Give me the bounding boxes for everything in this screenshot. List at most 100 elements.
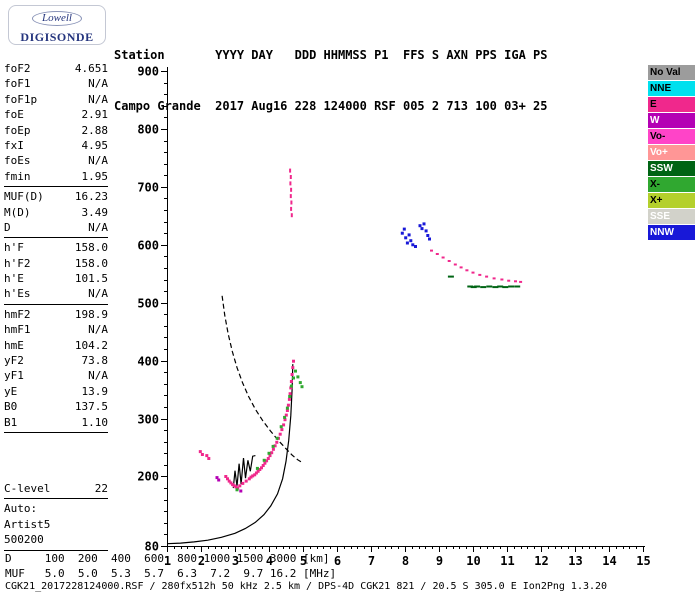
param-value: 137.5 bbox=[74, 400, 108, 414]
param-row: h'F 158.0 bbox=[4, 240, 108, 255]
param-row: MUF(D) 16.23 bbox=[4, 189, 108, 204]
param-value: 158.0 bbox=[74, 256, 108, 270]
param-label: M(D) bbox=[4, 205, 31, 219]
x-tick-label: 3 bbox=[232, 554, 239, 568]
param-value: 73.8 bbox=[81, 354, 109, 368]
station-header: Station YYYY DAY DDD HHMMSS P1 FFS S AXN… bbox=[114, 13, 547, 132]
param-label: hmE bbox=[4, 338, 24, 352]
legend-item-x-: X- bbox=[648, 177, 695, 192]
x-tick-label: 5 bbox=[300, 554, 307, 568]
param-row: foEp 2.88 bbox=[4, 123, 108, 138]
x-tick-label: 7 bbox=[368, 554, 375, 568]
param-row: fmin 1.95 bbox=[4, 169, 108, 184]
param-row: h'Es N/A bbox=[4, 286, 108, 301]
param-row: 500200 bbox=[4, 532, 108, 547]
y-tick-label: 200 bbox=[137, 470, 159, 484]
param-value: 101.5 bbox=[74, 272, 108, 286]
param-label: C-level bbox=[4, 481, 51, 495]
logo-lowell-text: Lowell bbox=[32, 11, 82, 26]
param-value: 104.2 bbox=[74, 338, 108, 352]
legend-item-x-: X+ bbox=[648, 193, 695, 208]
panel-divider bbox=[4, 303, 108, 305]
y-tick-label: 600 bbox=[137, 239, 159, 253]
param-label: D bbox=[4, 220, 11, 234]
curve-muf-transmission-curve bbox=[221, 295, 302, 463]
param-row: foF2 4.651 bbox=[4, 61, 108, 76]
param-row: yE 13.9 bbox=[4, 384, 108, 399]
param-label: foE bbox=[4, 108, 24, 122]
param-value: 1.10 bbox=[81, 415, 109, 429]
param-label: foEs bbox=[4, 154, 31, 168]
param-row: hmF2 198.9 bbox=[4, 307, 108, 322]
param-value: 3.49 bbox=[81, 205, 109, 219]
param-label: foF1p bbox=[4, 92, 38, 106]
legend-item-w: W bbox=[648, 113, 695, 128]
param-value: 22 bbox=[94, 481, 108, 495]
param-row: Artist5 bbox=[4, 517, 108, 532]
series-second-hop-nnw bbox=[400, 222, 431, 248]
param-label: h'F2 bbox=[4, 256, 31, 270]
series-w-echoes bbox=[215, 476, 243, 493]
param-value: 2.88 bbox=[81, 123, 109, 137]
param-value: N/A bbox=[88, 323, 108, 337]
param-label: yE bbox=[4, 384, 18, 398]
param-value: N/A bbox=[88, 287, 108, 301]
param-value: N/A bbox=[88, 220, 108, 234]
y-tick-label: 900 bbox=[137, 65, 159, 79]
param-value: 4.95 bbox=[81, 138, 109, 152]
plot-axes bbox=[167, 67, 645, 547]
param-row: foE 2.91 bbox=[4, 107, 108, 122]
series-e-region-trace bbox=[198, 450, 248, 490]
y-tick-label: 500 bbox=[137, 297, 159, 311]
param-row: Auto: bbox=[4, 501, 108, 516]
header-field-names: Station YYYY DAY DDD HHMMSS P1 FFS S AXN… bbox=[114, 48, 548, 62]
x-tick-label: 11 bbox=[500, 554, 514, 568]
param-value: N/A bbox=[88, 369, 108, 383]
series-f-spread-vertical bbox=[289, 168, 293, 218]
series-f-trace-o bbox=[247, 359, 295, 481]
curve-h-trace-zigzag bbox=[232, 455, 256, 489]
param-row: h'F2 158.0 bbox=[4, 256, 108, 271]
param-label: Artist5 bbox=[4, 517, 51, 531]
param-row: yF1 N/A bbox=[4, 368, 108, 383]
parameter-panel: foF2 4.651 foF1 N/A foF1p N/A foE 2.91 foEp 2.88 f… bbox=[4, 61, 108, 553]
dmuf-table: D 100 200 400 600 800 1000 1500 3000 [km… bbox=[5, 551, 336, 581]
param-value: 13.9 bbox=[81, 384, 109, 398]
param-value: 198.9 bbox=[74, 307, 108, 321]
param-value: 16.23 bbox=[74, 190, 108, 204]
param-row: D N/A bbox=[4, 220, 108, 235]
param-label: B1 bbox=[4, 415, 18, 429]
x-tick-label: 10 bbox=[466, 554, 480, 568]
param-value: 1.95 bbox=[81, 169, 109, 183]
logo-digisonde-text: DIGISONDE bbox=[20, 30, 94, 44]
param-row: M(D) 3.49 bbox=[4, 205, 108, 220]
param-value: 4.651 bbox=[74, 62, 108, 75]
param-label: h'F bbox=[4, 241, 24, 255]
param-label: fmin bbox=[4, 169, 31, 183]
param-value: 2.91 bbox=[81, 108, 109, 122]
legend-item-ssw: SSW bbox=[648, 161, 695, 176]
param-label: Auto: bbox=[4, 502, 38, 516]
legend-item-nnw: NNW bbox=[648, 225, 695, 240]
x-tick-label: 6 bbox=[334, 554, 341, 568]
panel-divider bbox=[4, 431, 108, 433]
param-label: foF1 bbox=[4, 77, 31, 91]
param-label: hmF2 bbox=[4, 307, 31, 321]
param-row: yF2 73.8 bbox=[4, 353, 108, 368]
param-row: hmF1 N/A bbox=[4, 322, 108, 337]
panel-divider bbox=[4, 549, 108, 551]
param-row: h'E 101.5 bbox=[4, 271, 108, 286]
x-tick-label: 14 bbox=[602, 554, 616, 568]
param-row: B0 137.5 bbox=[4, 399, 108, 414]
y-tick-label: 800 bbox=[137, 123, 159, 137]
series-second-hop-trace bbox=[430, 249, 523, 283]
param-label: B0 bbox=[4, 400, 18, 414]
footer-info: CGK21_2017228124000.RSF / 280fx512h 50 k… bbox=[5, 581, 608, 592]
y-tick-label: 400 bbox=[137, 355, 159, 369]
panel-divider bbox=[4, 498, 108, 500]
param-label: foEp bbox=[4, 123, 31, 137]
curve-true-height-profile bbox=[166, 364, 294, 545]
x-axis-ticks: 1 2 3 4 5 6 7 8 9 10 11 12 13 14 15 bbox=[164, 546, 651, 568]
dmuf-row-muf: MUF 5.0 5.0 5.3 5.7 6.3 7.2 9.7 16.2 [MH… bbox=[5, 567, 337, 580]
legend-item-nne: NNE bbox=[648, 81, 695, 96]
